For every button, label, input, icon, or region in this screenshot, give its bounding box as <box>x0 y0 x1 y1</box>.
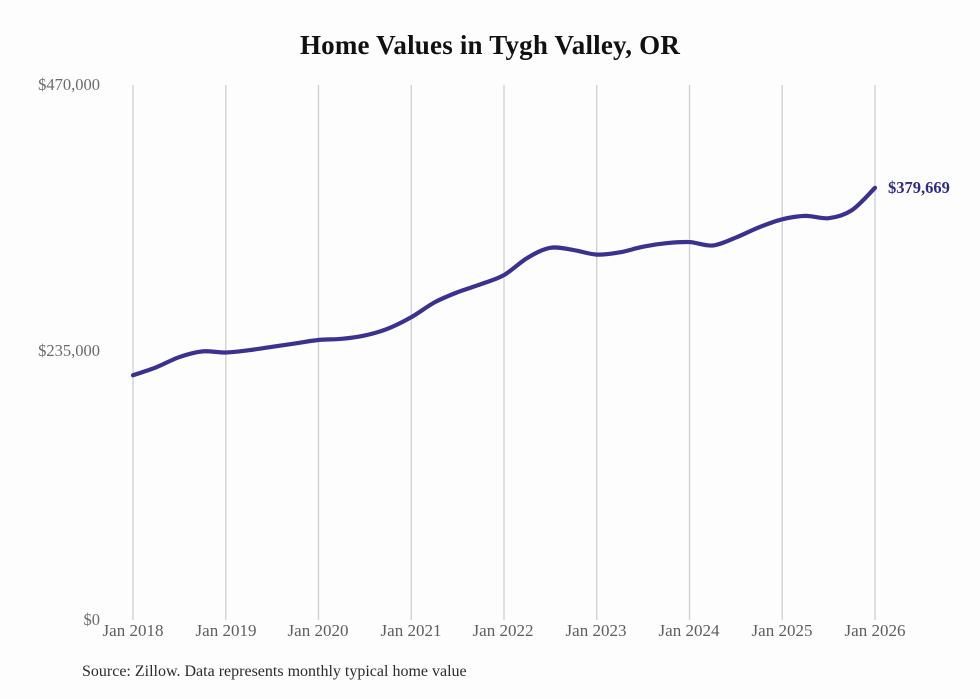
gridlines-group <box>132 85 876 620</box>
y-axis-label-bottom: $0 <box>83 610 101 629</box>
y-axis-label-mid: $235,000 <box>38 341 100 360</box>
x-axis-label-jan-2019: Jan 2019 <box>195 621 257 640</box>
x-axis-label-jan-2026: Jan 2026 <box>844 621 906 640</box>
x-axis-label-jan-2018: Jan 2018 <box>102 621 164 640</box>
end-value-label: $379,669 <box>888 177 950 197</box>
chart-title: Home Values in Tygh Valley, OR <box>299 30 681 60</box>
x-axis-label-jan-2021: Jan 2021 <box>380 621 442 640</box>
x-axis-label-jan-2022: Jan 2022 <box>472 621 534 640</box>
y-axis-label-top: $470,000 <box>38 75 100 94</box>
source-note: Source: Zillow. Data represents monthly … <box>82 663 467 680</box>
x-axis-label-jan-2023: Jan 2023 <box>565 621 627 640</box>
x-axis-label-jan-2020: Jan 2020 <box>287 621 349 640</box>
x-axis-label-jan-2024: Jan 2024 <box>658 621 720 640</box>
x-axis-label-jan-2025: Jan 2025 <box>751 621 813 640</box>
series-line-typical-home-value <box>130 185 878 378</box>
